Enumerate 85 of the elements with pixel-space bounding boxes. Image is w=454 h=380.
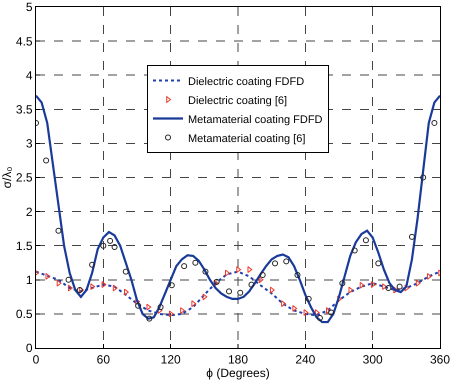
legend-label: Dielectric coating [6] xyxy=(188,94,288,107)
point xyxy=(431,120,438,126)
point xyxy=(168,310,174,318)
point xyxy=(272,260,278,266)
point xyxy=(304,309,308,316)
x-axis-title: ϕ (Degrees) xyxy=(206,366,270,380)
point xyxy=(420,174,426,180)
point xyxy=(328,310,334,316)
x-tick-label: 240 xyxy=(295,352,316,366)
point xyxy=(168,282,175,288)
point xyxy=(90,283,96,290)
point xyxy=(191,300,196,308)
point xyxy=(292,305,298,312)
y-tick-label: 5 xyxy=(26,0,33,14)
line-series xyxy=(36,94,440,324)
point xyxy=(146,316,152,322)
point xyxy=(352,247,358,254)
point xyxy=(112,284,118,292)
point xyxy=(45,273,50,280)
x-tick-label: 180 xyxy=(228,352,248,366)
y-tick-label: 2 xyxy=(26,204,33,219)
point xyxy=(416,280,421,287)
point xyxy=(180,307,185,314)
y-tick-label: 0.5 xyxy=(16,307,33,322)
x-tick-label: 300 xyxy=(362,352,383,366)
point xyxy=(146,304,152,310)
point xyxy=(370,281,376,288)
legend-label: Metamaterial coating [6] xyxy=(188,132,306,145)
point xyxy=(385,284,392,291)
y-tick-label: 3.5 xyxy=(16,102,33,116)
x-tick-label: 360 xyxy=(430,352,450,366)
y-tick-label: 3 xyxy=(26,136,33,151)
point xyxy=(375,260,382,266)
point xyxy=(408,234,415,240)
y-tick-label: 1 xyxy=(26,273,33,287)
point xyxy=(294,272,300,278)
point xyxy=(427,273,432,280)
point xyxy=(226,288,232,294)
point xyxy=(102,281,106,288)
point xyxy=(404,284,410,292)
point xyxy=(43,157,50,164)
point xyxy=(158,304,164,310)
point xyxy=(247,266,252,273)
point xyxy=(68,284,73,292)
point xyxy=(112,244,118,250)
point xyxy=(270,286,275,294)
point xyxy=(362,237,369,244)
y-tick-label: 1.5 xyxy=(16,238,33,253)
y-axis-title: σ/λ₀ xyxy=(0,166,14,188)
point xyxy=(79,286,84,294)
point xyxy=(396,284,403,290)
point xyxy=(339,280,346,286)
point xyxy=(181,263,188,270)
y-tick-label: 2.5 xyxy=(16,170,33,185)
point xyxy=(348,286,354,294)
y-tick-label: 4 xyxy=(26,68,33,82)
y-tick-label: 4.5 xyxy=(16,34,33,48)
point xyxy=(326,307,331,314)
point xyxy=(76,287,83,294)
point xyxy=(248,282,254,288)
point xyxy=(124,288,129,296)
point xyxy=(393,286,398,294)
point xyxy=(236,266,241,273)
point xyxy=(337,296,342,302)
y-tick-label: 0 xyxy=(26,341,33,356)
point xyxy=(55,228,62,234)
legend-label: Metamaterial coating FDFD xyxy=(188,114,323,126)
point xyxy=(314,309,320,316)
point xyxy=(100,242,106,249)
point xyxy=(192,260,198,266)
legend-label: Dielectric coating FDFD xyxy=(188,76,304,88)
point xyxy=(225,270,230,276)
point xyxy=(107,238,114,244)
point xyxy=(135,302,142,309)
point xyxy=(122,268,129,275)
point xyxy=(202,268,208,275)
point xyxy=(260,272,266,278)
point xyxy=(237,290,244,296)
x-tick-label: 120 xyxy=(160,352,181,366)
point xyxy=(306,296,312,302)
x-tick-label: 60 xyxy=(96,352,110,366)
point xyxy=(316,314,323,321)
point xyxy=(283,258,290,264)
point xyxy=(89,262,96,268)
point xyxy=(66,276,72,283)
